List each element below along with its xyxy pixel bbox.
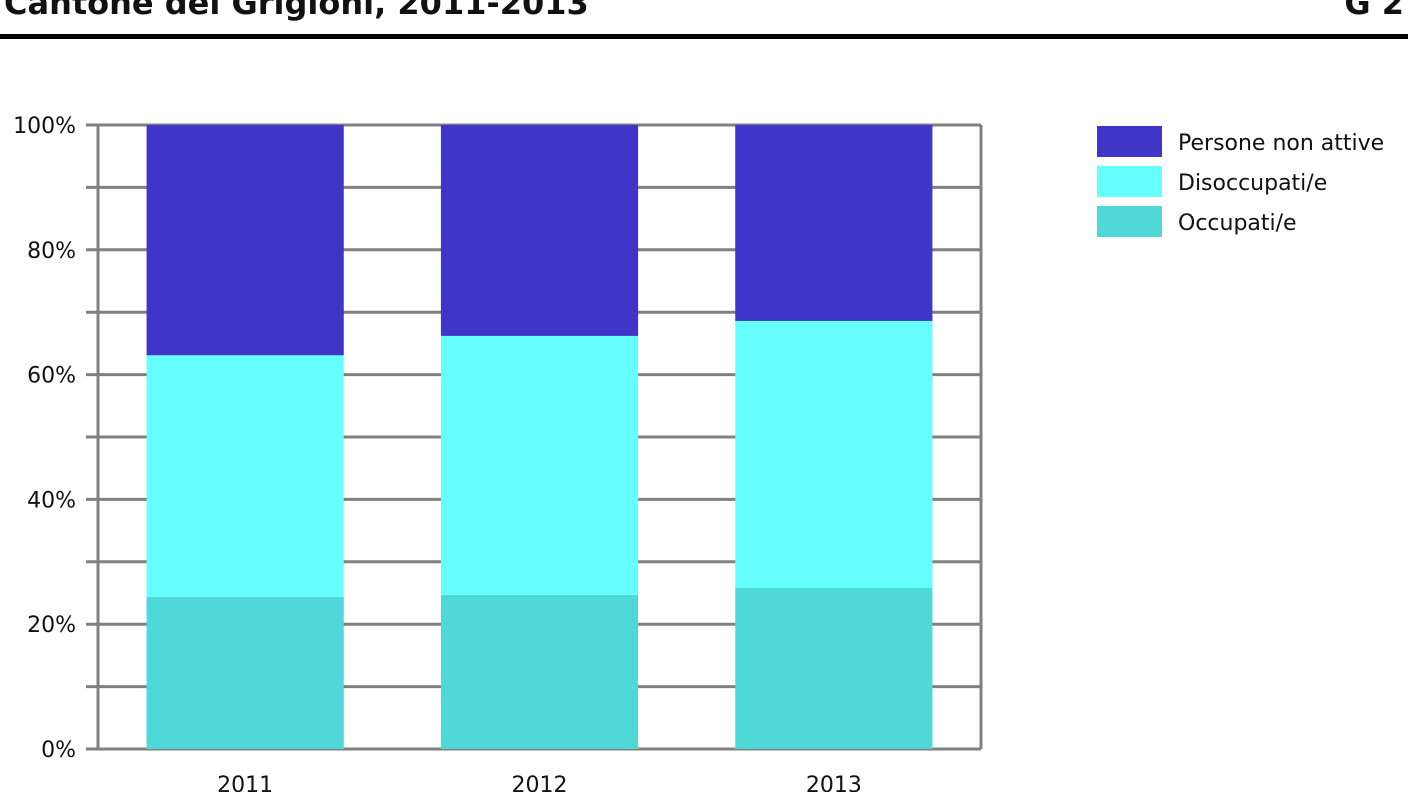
y-tick-label: 100% <box>13 114 76 139</box>
y-tick-label: 80% <box>27 239 76 264</box>
bar-segment <box>146 355 344 597</box>
y-tick-label: 0% <box>41 738 76 763</box>
y-tick-label: 40% <box>27 488 76 513</box>
legend-swatch <box>1097 206 1162 237</box>
bar-segment <box>146 596 344 749</box>
legend-swatch <box>1097 166 1162 197</box>
y-tick-label: 20% <box>27 613 76 638</box>
legend-label: Occupati/e <box>1178 211 1297 236</box>
x-tick-label: 2012 <box>512 773 568 792</box>
legend-label: Persone non attive <box>1178 131 1384 156</box>
bar-segment <box>440 125 639 336</box>
bar-segment <box>735 588 933 749</box>
bar-segment <box>440 594 639 749</box>
y-tick-label: 60% <box>27 364 76 389</box>
chart-title: Cantone dei Grigioni, 2011-2013 <box>4 0 589 22</box>
bar-segment <box>735 320 933 589</box>
bar-segment <box>735 125 933 321</box>
legend-label: Disoccupati/e <box>1178 171 1327 196</box>
figure-label: G 2 <box>1344 0 1404 22</box>
x-tick-label: 2013 <box>806 773 862 792</box>
legend-swatch <box>1097 126 1162 157</box>
x-tick-label: 2011 <box>217 773 273 792</box>
bar-segment <box>440 335 639 595</box>
bar-segment <box>146 125 344 356</box>
title-rule <box>0 34 1408 39</box>
